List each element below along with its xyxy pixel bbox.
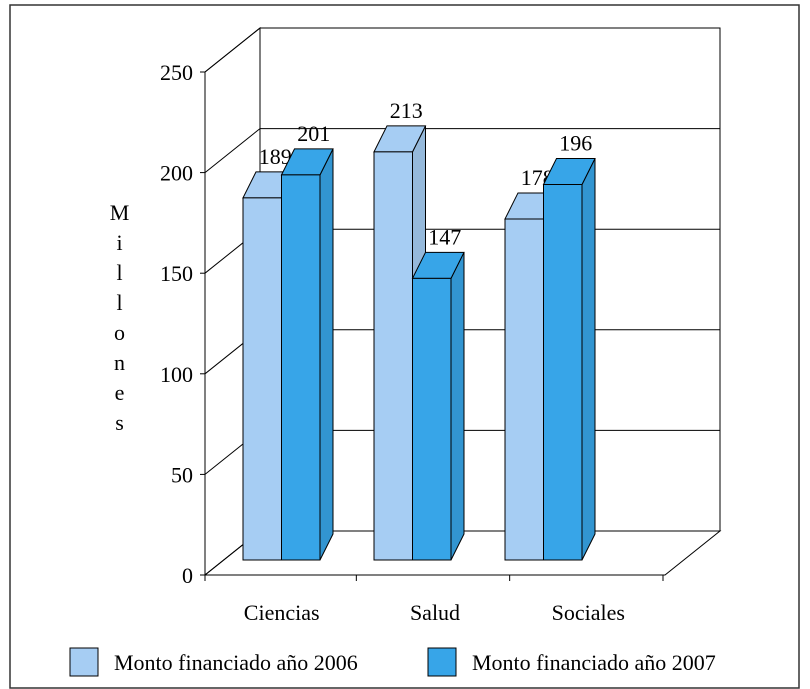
bar — [411, 251, 465, 561]
x-tick-label: Ciencias — [244, 600, 320, 625]
bar — [542, 157, 596, 561]
legend-swatch — [69, 647, 99, 677]
bar-front — [242, 197, 282, 561]
bar — [280, 148, 334, 561]
x-tick-label: Salud — [410, 600, 460, 625]
bar-front — [543, 183, 583, 561]
x-tick-label: Sociales — [552, 600, 625, 625]
legend-label: Monto financiado año 2007 — [472, 650, 716, 675]
y-axis-label: Millones — [107, 200, 132, 440]
y-tick-label: 50 — [171, 462, 193, 487]
bar-front — [504, 218, 544, 561]
data-label: 196 — [559, 130, 592, 155]
y-tick-label: 100 — [160, 362, 193, 387]
legend-label: Monto financiado año 2006 — [114, 650, 358, 675]
y-tick-label: 200 — [160, 161, 193, 186]
bar-front — [281, 174, 321, 561]
legend-swatch — [427, 647, 457, 677]
bar-side — [319, 148, 334, 561]
grid-line — [204, 128, 261, 173]
bar-front — [373, 151, 413, 561]
grid-line — [204, 27, 261, 73]
y-tick-label: 250 — [160, 60, 193, 85]
y-tick-label: 150 — [160, 261, 193, 286]
y-tick-label: 0 — [182, 563, 193, 588]
data-label: 201 — [297, 121, 330, 146]
data-label: 213 — [390, 98, 423, 123]
bar-side — [450, 252, 465, 561]
bar-side — [581, 158, 596, 561]
bar-front — [412, 277, 452, 561]
data-label: 147 — [428, 224, 461, 249]
